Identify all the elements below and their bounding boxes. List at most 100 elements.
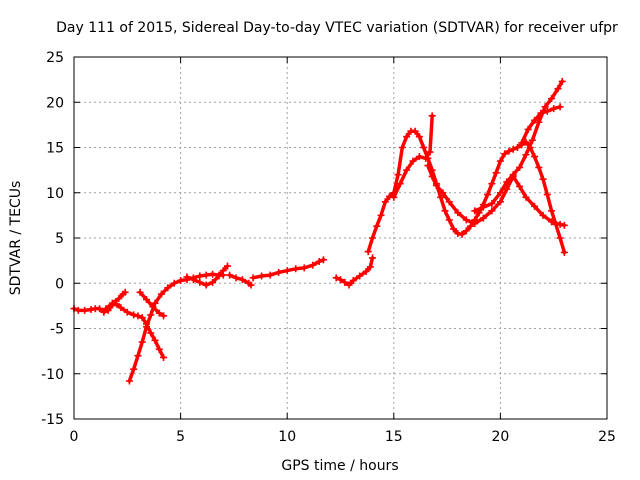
x-axis-label: GPS time / hours — [281, 458, 398, 474]
data-point — [196, 278, 204, 286]
data-point — [531, 202, 539, 210]
data-point — [149, 303, 157, 311]
data-point — [121, 288, 129, 296]
data-point — [386, 192, 394, 200]
data-point — [202, 281, 210, 289]
data-point — [454, 209, 462, 217]
data-point — [138, 338, 146, 346]
data-point — [368, 254, 376, 262]
data-point — [496, 189, 504, 197]
x-tick-label: 0 — [70, 429, 79, 445]
data-point — [516, 182, 524, 190]
data-point — [215, 272, 223, 280]
series-8 — [332, 254, 376, 289]
data-point — [426, 148, 434, 156]
data-point — [134, 352, 142, 360]
data-point — [151, 336, 159, 344]
data-point — [518, 139, 526, 147]
data-point — [196, 272, 204, 280]
data-point — [309, 261, 317, 269]
data-point — [130, 311, 138, 319]
data-point — [155, 309, 163, 317]
data-point — [437, 193, 445, 201]
axis-ticks: 0 5 10 15 20 25 -15 -10 -5 0 5 10 15 20 25 — [41, 50, 616, 445]
data-point — [535, 118, 543, 126]
data-point — [403, 133, 411, 141]
x-tick-label: 15 — [385, 429, 403, 445]
data-point — [548, 95, 556, 103]
data-point — [488, 200, 496, 208]
series-10 — [390, 112, 436, 201]
x-tick-label: 20 — [491, 429, 509, 445]
data-point — [509, 145, 517, 153]
data-point — [224, 262, 232, 270]
data-point — [403, 166, 411, 174]
data-point — [315, 258, 323, 266]
data-point — [247, 281, 255, 289]
data-point — [130, 365, 138, 373]
data-point — [390, 193, 398, 201]
data-point — [238, 276, 246, 284]
data-point — [108, 299, 116, 307]
data-point — [428, 172, 436, 180]
y-tick-label: -10 — [41, 367, 64, 383]
data-point — [345, 281, 353, 289]
data-point — [458, 230, 466, 238]
data-point — [155, 345, 163, 353]
data-point — [560, 248, 568, 256]
data-point — [522, 151, 530, 159]
data-point — [177, 277, 185, 285]
data-point — [505, 147, 513, 155]
y-axis-label: SDTVAR / TECUs — [8, 181, 24, 296]
data-point — [125, 377, 133, 385]
data-point — [424, 162, 432, 170]
data-point — [377, 211, 385, 219]
data-point — [292, 265, 300, 273]
data-point — [428, 112, 436, 120]
data-point — [409, 157, 417, 165]
data-point — [337, 276, 344, 284]
data-point — [142, 296, 150, 304]
data-point — [134, 312, 142, 320]
data-point — [151, 299, 159, 307]
data-point — [509, 171, 517, 179]
data-point — [373, 222, 381, 230]
data-point — [541, 103, 549, 111]
data-point — [300, 264, 308, 272]
data-point — [136, 288, 144, 296]
y-tick-label: 0 — [55, 276, 64, 292]
data-point — [554, 85, 562, 93]
data-point — [420, 144, 428, 151]
data-point — [524, 125, 532, 133]
data-point — [232, 274, 240, 282]
x-tick-label: 25 — [598, 429, 616, 445]
data-point — [535, 163, 543, 171]
data-point — [209, 270, 217, 278]
data-point — [332, 274, 340, 282]
data-point — [449, 225, 457, 233]
data-point — [488, 207, 496, 215]
data-point — [537, 109, 545, 117]
y-tick-label: 10 — [46, 186, 64, 202]
data-point — [415, 133, 423, 141]
data-point — [102, 305, 110, 313]
chart-title: Day 111 of 2015, Sidereal Day-to-day VTE… — [56, 20, 618, 36]
x-tick-label: 5 — [176, 429, 185, 445]
data-point — [123, 308, 131, 316]
data-point — [364, 248, 372, 256]
data-point — [219, 267, 227, 275]
data-point — [488, 180, 496, 188]
series-11 — [424, 162, 568, 229]
data-point — [249, 274, 257, 282]
data-point — [556, 234, 564, 242]
data-point — [170, 279, 178, 287]
data-point — [513, 144, 521, 151]
data-point — [74, 306, 82, 314]
data-point — [467, 222, 475, 230]
data-point — [117, 304, 125, 312]
data-point — [560, 221, 568, 229]
data-point — [362, 267, 370, 275]
data-point — [183, 273, 191, 281]
data-point — [381, 198, 389, 206]
